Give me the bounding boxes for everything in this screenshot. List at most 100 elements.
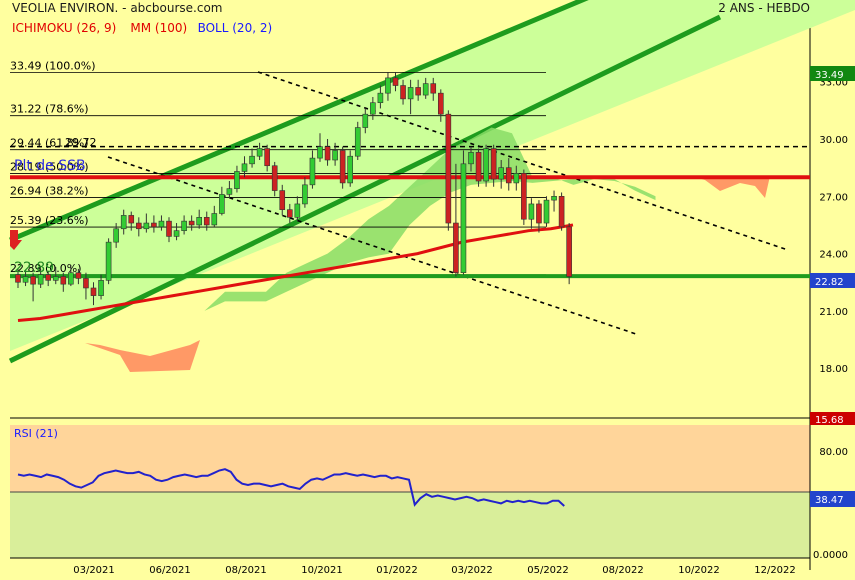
last-price-badge	[810, 66, 855, 81]
candle-body	[226, 188, 233, 195]
candle-body	[317, 146, 323, 159]
candle-body	[241, 163, 248, 172]
y-tick-label: 24.00	[819, 250, 848, 261]
x-tick-label: 12/2022	[754, 565, 796, 576]
candle-body	[181, 220, 187, 231]
x-tick-label: 03/2021	[73, 565, 115, 576]
candle-body	[407, 87, 414, 100]
candle-body	[219, 194, 225, 214]
rsi-value-badge	[810, 491, 855, 507]
candle-body	[521, 173, 527, 220]
chart-title: VEOLIA ENVIRON. - abcbourse.com	[12, 1, 223, 15]
candle-body	[453, 222, 459, 273]
fib-label: 22.89 (0.0%)	[10, 262, 82, 275]
candle-body	[483, 148, 489, 182]
candle-body	[22, 276, 29, 283]
candle-body	[302, 184, 308, 205]
candle-body	[528, 203, 535, 220]
rsi-oversold-zone	[10, 492, 810, 558]
candle-body	[188, 220, 195, 226]
x-tick-label: 08/2021	[225, 565, 267, 576]
candle-body	[234, 171, 240, 189]
candle-body	[354, 127, 361, 157]
fib-label: 33.49 (100.0%)	[10, 59, 96, 72]
fib-label: 31.22 (78.6%)	[10, 103, 89, 116]
candle-body	[60, 276, 67, 285]
annotation-fib-level: 29.72	[65, 136, 97, 149]
candle-body	[30, 276, 36, 285]
candle-body	[543, 199, 550, 224]
candle-body	[128, 215, 135, 224]
resistance-trendline	[257, 71, 789, 251]
candle-body	[332, 150, 338, 161]
fib-label: 26.94 (38.2%)	[10, 184, 89, 197]
channel-lower-line	[8, 14, 722, 364]
rsi-title: RSI (21)	[14, 427, 58, 440]
candle-body	[173, 230, 180, 237]
y-tick-label: 18.00	[819, 364, 848, 375]
x-tick-label: 05/2022	[527, 565, 569, 576]
y-tick-label: 27.00	[819, 192, 848, 203]
candle-body	[536, 203, 542, 224]
moving-average-100-line	[17, 223, 574, 322]
indicator-legend: BOLL (20, 2)	[198, 21, 273, 35]
candle-body	[377, 92, 384, 104]
candle-body	[558, 196, 565, 228]
candle-body	[120, 215, 127, 230]
y-tick-label: 30.00	[819, 135, 848, 146]
ichimoku-cloud-bearish	[85, 340, 200, 372]
scale-low-badge	[810, 412, 855, 425]
candle-body	[324, 146, 331, 161]
candle-body	[490, 148, 497, 180]
candle-body	[98, 280, 104, 296]
candle-body	[83, 278, 89, 289]
candle-body	[264, 148, 270, 167]
candle-body	[505, 167, 512, 184]
rsi-current-value: 38.47	[815, 495, 844, 506]
scale-low-value: 15.68	[815, 415, 844, 426]
channel-upper-line	[9, 0, 589, 243]
candle-body	[90, 287, 97, 296]
indicator-legend: ICHIMOKU (26, 9)	[12, 21, 116, 35]
candle-body	[271, 165, 278, 191]
candle-body	[279, 190, 286, 210]
candle-body	[400, 85, 406, 100]
candle-body	[52, 276, 59, 281]
rsi-line	[17, 468, 565, 507]
x-tick-label: 10/2021	[301, 565, 343, 576]
x-tick-label: 08/2022	[602, 565, 644, 576]
candle-body	[468, 152, 474, 165]
candle-body	[513, 173, 520, 184]
candle-body	[430, 83, 437, 94]
candle-body	[385, 77, 391, 94]
indicator-legend: MM (100)	[130, 21, 187, 35]
last-price-value: 33.49	[815, 70, 844, 81]
rsi-tick-label: 0.0000	[813, 550, 848, 561]
candle-body	[392, 77, 399, 86]
candle-body	[422, 83, 429, 96]
annotation-ssb-label: Plt de SSB	[14, 158, 86, 174]
candle-body	[105, 241, 112, 281]
x-tick-label: 03/2022	[451, 565, 493, 576]
fib-label: 28.19 (50.0%)	[10, 161, 89, 174]
candle-body	[362, 113, 369, 128]
candle-body	[437, 92, 444, 115]
candle-body	[445, 113, 452, 224]
candle-body	[249, 155, 255, 165]
candle-body	[370, 102, 376, 115]
y-tick-label: 33.00	[819, 78, 848, 89]
candle-body	[203, 217, 210, 226]
candle-body	[294, 203, 301, 218]
rsi-tick-label: 80.00	[819, 447, 848, 458]
candle-body	[286, 209, 293, 218]
candle-body	[460, 163, 467, 274]
fib-label: 25.39 (23.6%)	[10, 214, 89, 227]
candle-body	[309, 157, 316, 186]
candle-body	[211, 213, 218, 226]
candle-body	[196, 217, 202, 226]
annotation-low-value: 22.89	[14, 260, 54, 276]
candle-body	[75, 272, 82, 279]
candle-body	[256, 148, 263, 157]
x-tick-label: 01/2022	[376, 565, 418, 576]
